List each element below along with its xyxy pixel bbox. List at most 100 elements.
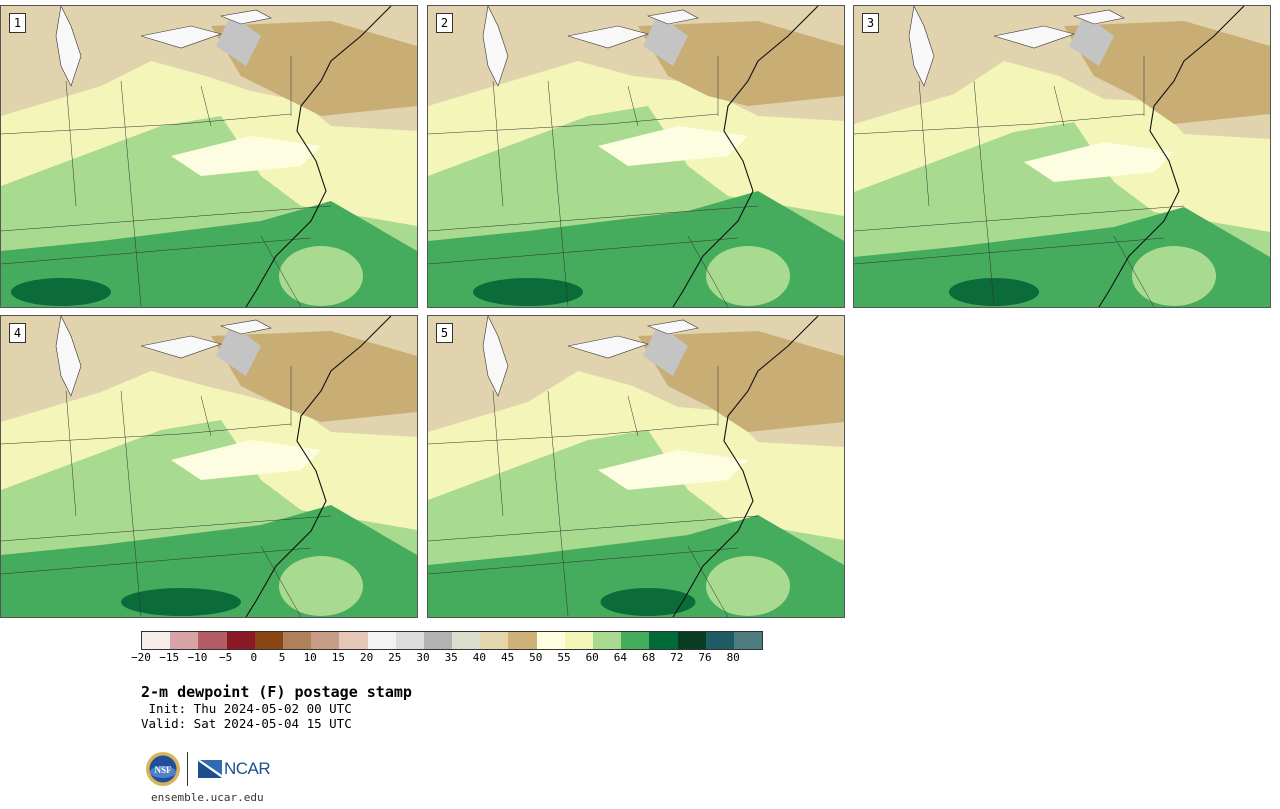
lake-erie (140, 335, 223, 359)
colorbar-tick-label: −5 (218, 651, 233, 664)
dry-slot-region (598, 126, 748, 166)
ensemble-member-panel-4: 4 (0, 315, 418, 618)
state-boundary (687, 545, 729, 617)
colorbar-tick-label: 30 (416, 651, 430, 664)
dry-slot-region (598, 450, 748, 490)
member-number-label: 1 (9, 13, 26, 33)
colorbar-swatch (142, 632, 171, 649)
colorbar-swatch (198, 632, 227, 649)
state-boundary (1113, 235, 1155, 307)
colorbar-swatch (367, 632, 396, 649)
state-boundary (260, 235, 302, 307)
offshore-moist-region (706, 556, 790, 616)
offshore-moist-region (279, 556, 363, 616)
state-boundary (854, 237, 1165, 265)
lake-ontario (1072, 9, 1125, 25)
dewpoint-map (428, 316, 844, 617)
dewpoint-colorbar (141, 631, 764, 650)
state-boundary (200, 395, 212, 437)
colorbar-tick-label: 80 (726, 651, 740, 664)
colorbar-swatch (677, 632, 706, 649)
coastline (245, 316, 392, 617)
colorbar-tick-label: 25 (388, 651, 402, 664)
nsf-logo-icon: NSF (146, 752, 180, 786)
chart-title: 2-m dewpoint (F) postage stamp (141, 683, 412, 701)
colorbar-tick-label: 35 (444, 651, 458, 664)
lake-ontario (219, 319, 272, 335)
state-boundary (65, 80, 77, 207)
lake-erie (993, 25, 1076, 49)
dry-air-core-region (638, 331, 844, 432)
mountain-shading (643, 324, 688, 376)
colorbar-tick-label: 5 (278, 651, 286, 664)
mountain-shading (643, 14, 688, 66)
colorbar-swatch (733, 632, 763, 649)
init-time: Init: Thu 2024-05-02 00 UTC (141, 701, 352, 716)
state-boundary (918, 80, 930, 207)
dewpoint-map (428, 6, 844, 307)
colorbar-tick-label: 72 (670, 651, 684, 664)
lake-ontario (646, 319, 699, 335)
state-boundary (1053, 85, 1065, 127)
member-number-label: 2 (436, 13, 453, 33)
offshore-moist-region (1132, 246, 1216, 306)
state-boundary (547, 390, 569, 617)
coastline (672, 316, 819, 617)
dewpoint-max-region (121, 588, 241, 616)
dewpoint-map (1, 6, 417, 307)
sponsor-logos: NSF NCAR (145, 750, 271, 788)
ensemble-member-panel-5: 5 (427, 315, 845, 618)
colorbar-tick-label: 10 (303, 651, 317, 664)
dewpoint-max-region (11, 278, 111, 306)
colorbar-swatch (564, 632, 593, 649)
svg-text:NSF: NSF (154, 765, 172, 775)
colorbar-tick-label: 20 (359, 651, 374, 664)
coastline (1098, 6, 1245, 307)
colorbar-tick-label: 55 (557, 651, 571, 664)
state-boundary (1, 237, 312, 265)
state-boundary (1, 205, 332, 232)
ensemble-member-panel-1: 1 (0, 5, 418, 308)
state-boundary (428, 515, 759, 542)
state-boundary (120, 80, 142, 307)
lake-erie (567, 335, 650, 359)
state-boundary (687, 235, 729, 307)
colorbar-tick-label: 15 (331, 651, 346, 664)
member-number-label: 4 (9, 323, 26, 343)
dry-air-core-region (211, 21, 417, 116)
state-boundary (1, 423, 292, 445)
state-boundary (260, 545, 302, 617)
lake-erie (567, 25, 650, 49)
dry-air-core-region (211, 331, 417, 422)
colorbar-tick-labels: −20 −15 −10 −5 0 5 10 15 20 25 30 35 40 45 50 55 60 64 68 7… (131, 651, 761, 667)
colorbar-tick-label: 50 (529, 651, 543, 664)
dewpoint-map (1, 316, 417, 617)
dry-air-core-region (638, 21, 844, 106)
state-boundary (65, 390, 77, 517)
state-boundary (428, 205, 759, 232)
colorbar-tick-label: 68 (641, 651, 656, 664)
state-boundary (627, 85, 639, 127)
colorbar-tick-label: −15 (159, 651, 180, 664)
colorbar-swatch (480, 632, 509, 649)
state-boundary (428, 113, 719, 135)
state-boundary (428, 237, 739, 265)
state-boundary (428, 547, 739, 575)
logo-divider (187, 752, 188, 786)
offshore-moist-region (706, 246, 790, 306)
state-boundary (120, 390, 142, 617)
colorbar-swatch (705, 632, 734, 649)
lake-erie (140, 25, 223, 49)
state-boundary (1, 547, 312, 575)
colorbar-swatch (536, 632, 565, 649)
ensemble-member-panel-3: 3 (853, 5, 1271, 308)
mountain-shading (1069, 14, 1114, 66)
state-boundary (547, 80, 569, 307)
colorbar-swatch (508, 632, 537, 649)
colorbar-tick-label: −10 (187, 651, 208, 664)
dewpoint-max-region (473, 278, 583, 306)
dewpoint-map (854, 6, 1270, 307)
dry-slot-region (171, 440, 321, 480)
state-boundary (627, 395, 639, 437)
lake-ontario (219, 9, 272, 25)
